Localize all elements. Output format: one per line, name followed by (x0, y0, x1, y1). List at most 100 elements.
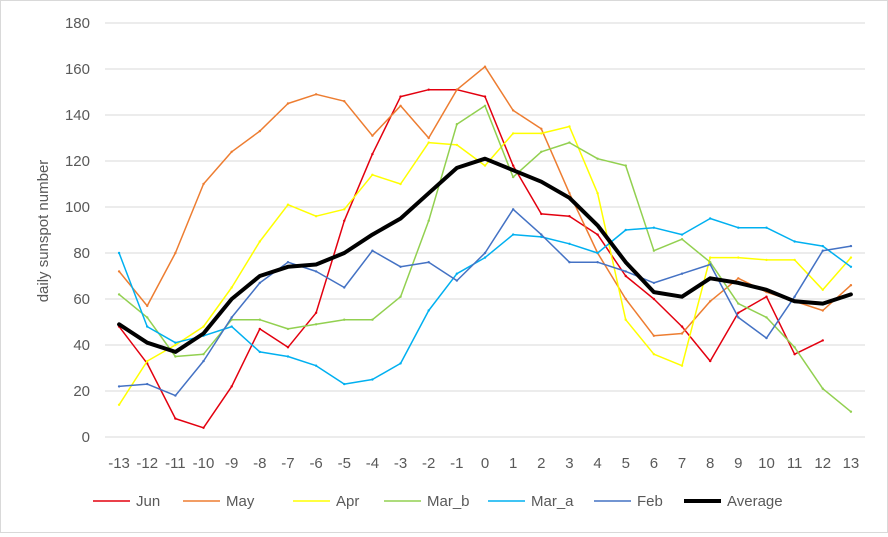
x-tick-label: -9 (225, 455, 238, 472)
data-point (849, 284, 853, 287)
y-axis-ticks: 0 20 40 60 80 100 120 140 160 180 (65, 15, 90, 446)
data-point (427, 261, 430, 264)
y-tick-label: 120 (65, 153, 90, 170)
data-point (708, 263, 712, 266)
data-point (371, 152, 374, 156)
x-tick-label: -4 (366, 455, 379, 472)
x-tick-label: 9 (734, 455, 742, 472)
data-point (117, 403, 121, 406)
legend-label: Mar_a (531, 493, 574, 510)
data-point (202, 182, 205, 186)
series-jun (117, 88, 824, 429)
data-point (427, 136, 430, 140)
data-point (737, 281, 740, 285)
data-point (146, 341, 149, 344)
data-point (146, 304, 149, 308)
x-tick-label: -11 (165, 455, 186, 472)
data-point (117, 385, 121, 388)
x-tick-label: 6 (650, 455, 658, 472)
y-axis-title: daily sunspot number (35, 160, 52, 303)
data-point (540, 150, 543, 153)
data-point (399, 362, 402, 365)
data-point (483, 65, 487, 68)
data-point (540, 180, 543, 183)
x-tick-label: 1 (509, 455, 517, 472)
data-point (596, 224, 599, 227)
y-tick-label: 40 (73, 337, 90, 354)
data-point (202, 353, 205, 356)
data-point (568, 242, 571, 245)
y-tick-label: 80 (73, 245, 90, 262)
data-point (596, 261, 599, 264)
data-point (540, 235, 543, 239)
data-point (258, 327, 262, 331)
data-point (680, 364, 684, 367)
data-point (737, 311, 740, 314)
legend-label: Jun (136, 493, 160, 510)
data-point (146, 316, 149, 319)
y-tick-label: 180 (65, 15, 90, 32)
data-point (652, 334, 656, 337)
data-point (680, 295, 684, 298)
x-tick-label: -5 (338, 455, 351, 472)
data-point (174, 417, 177, 420)
x-tick-label: -1 (450, 455, 463, 472)
data-point (399, 217, 402, 220)
series-feb (117, 208, 853, 397)
data-point (821, 244, 824, 248)
data-point (624, 261, 627, 264)
data-point (765, 316, 768, 319)
data-point (230, 385, 233, 388)
data-point (343, 382, 346, 386)
y-tick-label: 140 (65, 107, 90, 124)
data-point (793, 353, 796, 356)
data-point (371, 173, 374, 176)
x-tick-label: 8 (706, 455, 714, 472)
data-point (821, 249, 824, 252)
data-point (399, 182, 402, 186)
data-point (511, 233, 515, 236)
data-point (314, 364, 318, 367)
data-point (286, 327, 290, 331)
x-tick-label: 7 (678, 455, 686, 472)
y-tick-label: 60 (73, 291, 90, 308)
x-tick-label: -12 (136, 455, 158, 472)
data-point (680, 332, 684, 335)
data-point (286, 265, 290, 268)
series-lines (117, 65, 853, 429)
data-point (174, 341, 177, 344)
data-point (117, 251, 121, 255)
data-point (511, 132, 515, 135)
data-point (230, 325, 233, 328)
x-tick-label: -3 (394, 455, 407, 472)
legend-label: Average (727, 493, 783, 510)
data-point (314, 323, 318, 326)
data-point (230, 150, 233, 153)
data-point (511, 169, 515, 172)
data-point (117, 293, 121, 296)
legend-label: Feb (637, 493, 663, 510)
data-point (624, 297, 627, 301)
legend-item-mar-a: Mar_a (488, 493, 574, 510)
data-point (680, 325, 684, 328)
data-point (455, 166, 459, 170)
data-point (427, 141, 430, 144)
data-point (540, 233, 543, 236)
legend-label: May (226, 493, 255, 510)
series-line (118, 88, 824, 429)
x-tick-label: 2 (537, 455, 545, 472)
x-axis-ticks: -13 -12 -11 -10 -9 -8 -7 -6 -5 -4 -3 -2 -1 0 1 2 3 4 5 6 7 8 9… (108, 455, 859, 472)
data-point (708, 256, 712, 259)
data-point (371, 249, 374, 252)
data-point (737, 226, 740, 229)
data-point (624, 228, 627, 232)
data-point (765, 258, 768, 262)
data-point (258, 350, 262, 354)
data-point (371, 318, 374, 321)
data-point (202, 332, 205, 335)
data-point (652, 297, 656, 301)
data-point (793, 258, 796, 262)
data-point (596, 192, 599, 195)
data-point (511, 164, 515, 167)
